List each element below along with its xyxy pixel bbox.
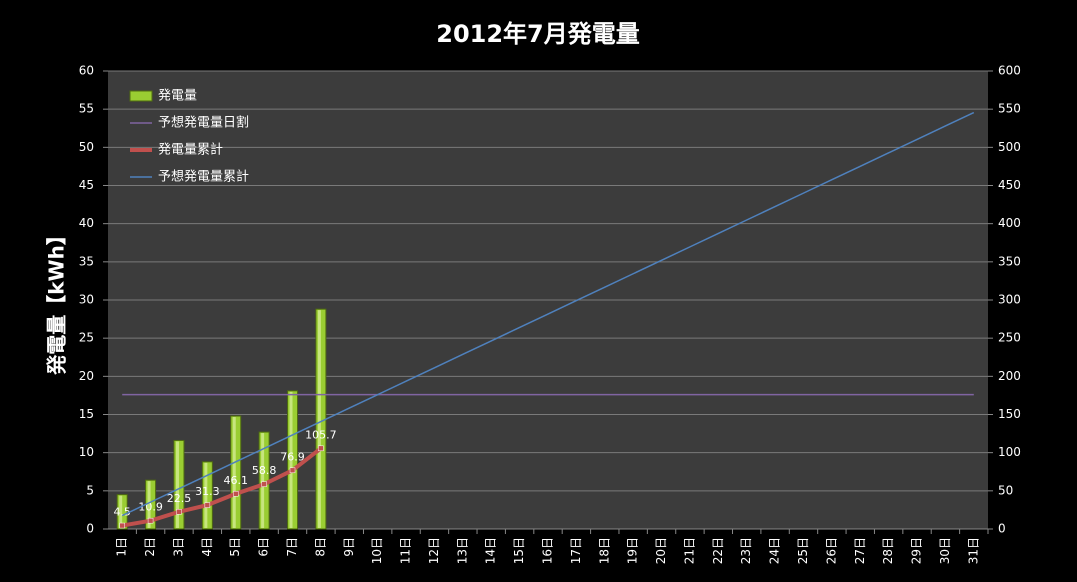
y-tick-label: 55	[79, 102, 94, 116]
x-tick-label: 9日	[342, 537, 356, 557]
x-tick-label: 14日	[484, 537, 498, 564]
y-tick-label: 40	[79, 216, 94, 230]
y2-tick-label: 350	[998, 254, 1021, 268]
x-tick-label: 31日	[966, 537, 980, 564]
y-tick-label: 25	[79, 331, 94, 345]
bar-highlight	[204, 462, 208, 528]
data-label: 31.3	[195, 485, 220, 498]
y2-tick-label: 400	[998, 216, 1021, 230]
x-tick-label: 16日	[541, 537, 555, 564]
x-tick-label: 6日	[257, 537, 271, 557]
x-tick-label: 21日	[682, 537, 696, 564]
x-tick-label: 12日	[427, 537, 441, 564]
y2-tick-label: 500	[998, 140, 1021, 154]
data-label: 58.8	[252, 464, 277, 477]
x-tick-label: 27日	[853, 537, 867, 564]
x-tick-label: 26日	[824, 537, 838, 564]
x-tick-label: 17日	[569, 537, 583, 564]
bar-highlight	[147, 481, 151, 528]
y2-tick-label: 300	[998, 293, 1021, 307]
marker	[318, 445, 324, 452]
y-tick-label: 15	[79, 407, 94, 421]
y2-tick-label: 50	[998, 483, 1013, 497]
bar-highlight	[119, 495, 123, 528]
x-tick-label: 29日	[910, 537, 924, 564]
bar-highlight	[175, 441, 179, 528]
legend-swatch	[129, 90, 153, 102]
legend-label: 予想発電量累計	[158, 169, 249, 185]
x-tick-label: 28日	[881, 537, 895, 564]
y-tick-label: 5	[86, 483, 94, 497]
y2-tick-label: 200	[998, 369, 1021, 383]
x-tick-label: 19日	[626, 537, 640, 564]
y2-tick-label: 600	[998, 64, 1021, 78]
bar-highlight	[317, 310, 321, 528]
y-axis-label: 発電量【kWh】	[45, 225, 69, 376]
x-tick-label: 8日	[313, 537, 327, 557]
legend-label: 予想発電量日割	[158, 115, 249, 131]
x-tick-label: 25日	[796, 537, 810, 564]
bar-highlight	[289, 391, 293, 528]
marker	[204, 502, 211, 508]
x-tick-label: 5日	[228, 537, 242, 557]
data-label: 22.5	[167, 492, 192, 505]
y-tick-label: 50	[79, 140, 94, 154]
x-tick-label: 2日	[143, 537, 157, 557]
y-tick-label: 0	[86, 522, 94, 536]
marker	[119, 522, 125, 529]
line	[121, 111, 975, 517]
marker	[261, 481, 267, 487]
y-tick-label: 30	[79, 293, 94, 307]
y2-tick-label: 100	[998, 445, 1021, 459]
x-tick-label: 10日	[370, 537, 384, 564]
data-label: 10.9	[138, 501, 163, 514]
y2-tick-label: 150	[998, 407, 1021, 421]
y-tick-label: 45	[79, 178, 94, 192]
x-tick-label: 7日	[285, 537, 299, 557]
y2-tick-label: 0	[998, 522, 1006, 536]
x-tick-label: 13日	[455, 537, 469, 564]
data-label: 105.7	[305, 428, 337, 441]
y2-tick-label: 450	[998, 178, 1021, 192]
marker	[176, 509, 182, 515]
legend-label: 発電量	[158, 89, 197, 104]
line	[121, 446, 323, 528]
x-tick-label: 23日	[739, 537, 753, 564]
chart-title: 2012年7月発電量	[436, 20, 640, 48]
x-tick-label: 11日	[399, 537, 413, 564]
y-tick-label: 60	[79, 64, 94, 78]
x-tick-label: 22日	[711, 537, 725, 564]
y2-tick-label: 550	[998, 102, 1021, 116]
marker	[232, 491, 239, 497]
x-tick-label: 20日	[654, 537, 668, 564]
data-label: 76.9	[280, 450, 305, 463]
data-label: 46.1	[223, 474, 248, 487]
y-tick-label: 20	[79, 369, 94, 383]
marker	[289, 467, 296, 474]
bar-highlight	[232, 417, 236, 528]
data-label: 4.5	[113, 506, 131, 519]
x-tick-label: 3日	[171, 537, 185, 557]
x-tick-label: 30日	[938, 537, 952, 564]
x-tick-label: 24日	[768, 537, 782, 564]
marker	[147, 517, 154, 524]
y-tick-label: 35	[79, 254, 94, 268]
bar-highlight	[261, 433, 265, 528]
x-tick-label: 15日	[512, 537, 526, 564]
legend-label: 発電量累計	[158, 142, 223, 158]
x-tick-label: 1日	[115, 537, 129, 557]
y2-tick-label: 250	[998, 331, 1021, 345]
y-tick-label: 10	[79, 445, 94, 459]
x-tick-label: 4日	[200, 537, 214, 557]
x-tick-label: 18日	[597, 537, 611, 564]
